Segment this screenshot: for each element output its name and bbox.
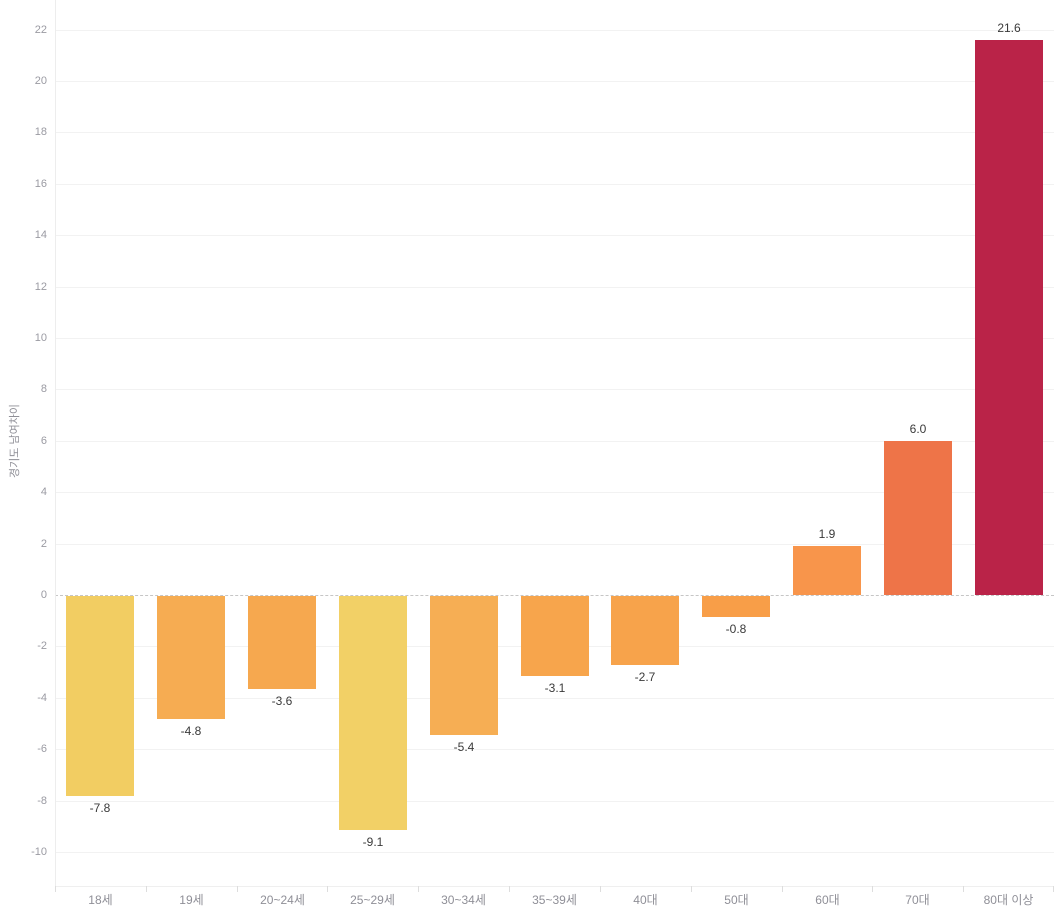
gridline [55, 441, 1054, 442]
x-tick-label-50대: 50대 [724, 893, 749, 907]
gridline [55, 287, 1054, 288]
bar-value-label: -4.8 [180, 724, 202, 738]
x-tick-label-80대 이상: 80대 이상 [983, 893, 1034, 907]
x-axis-boundary-tick [782, 886, 783, 892]
bar-value-label: 6.0 [909, 422, 927, 436]
x-axis-boundary-tick [418, 886, 419, 892]
gridline [55, 852, 1054, 853]
x-axis-boundary-tick [55, 886, 56, 892]
y-tick-label: 2 [40, 538, 47, 550]
y-tick-label: 12 [34, 281, 47, 293]
x-axis-boundary-tick [691, 886, 692, 892]
bar-80대 이상[interactable] [975, 40, 1043, 595]
y-tick-label: 8 [40, 383, 47, 395]
x-axis-boundary-tick [872, 886, 873, 892]
bar-value-label: -9.1 [362, 835, 384, 849]
gridline [55, 698, 1054, 699]
x-tick-label-20~24세: 20~24세 [260, 893, 305, 907]
bar-value-label: 1.9 [818, 527, 836, 541]
gridline [55, 492, 1054, 493]
y-tick-label: -10 [31, 846, 47, 858]
bar-60대[interactable] [793, 546, 861, 595]
x-tick-label-30~34세: 30~34세 [441, 893, 486, 907]
gridline [55, 81, 1054, 82]
y-tick-label: 18 [34, 126, 47, 138]
x-tick-label-70대: 70대 [905, 893, 930, 907]
x-axis-boundary-tick [146, 886, 147, 892]
y-tick-label: 10 [34, 332, 47, 344]
x-tick-label-18세: 18세 [88, 893, 113, 907]
bar-50대[interactable] [702, 596, 770, 617]
y-tick-label: 4 [40, 486, 47, 498]
x-axis-boundary-tick [327, 886, 328, 892]
y-tick-label: -8 [37, 795, 47, 807]
y-tick-label: 6 [40, 435, 47, 447]
x-tick-label-19세: 19세 [179, 893, 204, 907]
y-tick-label: 20 [34, 75, 47, 87]
gridline [55, 132, 1054, 133]
bar-30~34세[interactable] [430, 596, 498, 735]
bar-25~29세[interactable] [339, 596, 407, 830]
y-tick-label: -4 [37, 692, 47, 704]
gridline [55, 235, 1054, 236]
gridline [55, 389, 1054, 390]
x-tick-label-25~29세: 25~29세 [350, 893, 395, 907]
gridline [55, 801, 1054, 802]
x-axis-boundary-tick [237, 886, 238, 892]
bar-20~24세[interactable] [248, 596, 316, 689]
bar-value-label: -0.8 [725, 622, 747, 636]
bar-18세[interactable] [66, 596, 134, 796]
y-tick-label: 14 [34, 229, 47, 241]
bar-value-label: -5.4 [453, 740, 475, 754]
bar-value-label: -2.7 [634, 670, 656, 684]
y-tick-label: 0 [40, 589, 47, 601]
y-tick-label: -2 [37, 640, 47, 652]
y-tick-label: 22 [34, 24, 47, 36]
x-tick-label-40대: 40대 [633, 893, 658, 907]
zero-gridline [55, 595, 1054, 596]
x-axis-boundary-tick [509, 886, 510, 892]
gridline [55, 30, 1054, 31]
x-tick-label-35~39세: 35~39세 [532, 893, 577, 907]
gridline [55, 184, 1054, 185]
bar-19세[interactable] [157, 596, 225, 719]
bar-value-label: -3.6 [271, 694, 293, 708]
x-axis-boundary-tick [963, 886, 964, 892]
bar-value-label: -7.8 [89, 801, 111, 815]
y-tick-label: 16 [34, 178, 47, 190]
gridline [55, 544, 1054, 545]
gridline [55, 749, 1054, 750]
gridline [55, 338, 1054, 339]
bar-70대[interactable] [884, 441, 952, 595]
x-tick-label-60대: 60대 [815, 893, 840, 907]
x-axis-line [55, 886, 1054, 887]
bar-value-label: -3.1 [544, 681, 566, 695]
x-axis-boundary-tick [600, 886, 601, 892]
bar-40대[interactable] [611, 596, 679, 665]
y-axis-line [55, 0, 56, 886]
y-tick-label: -6 [37, 743, 47, 755]
bar-value-label: 21.6 [997, 21, 1021, 35]
bar-35~39세[interactable] [521, 596, 589, 676]
